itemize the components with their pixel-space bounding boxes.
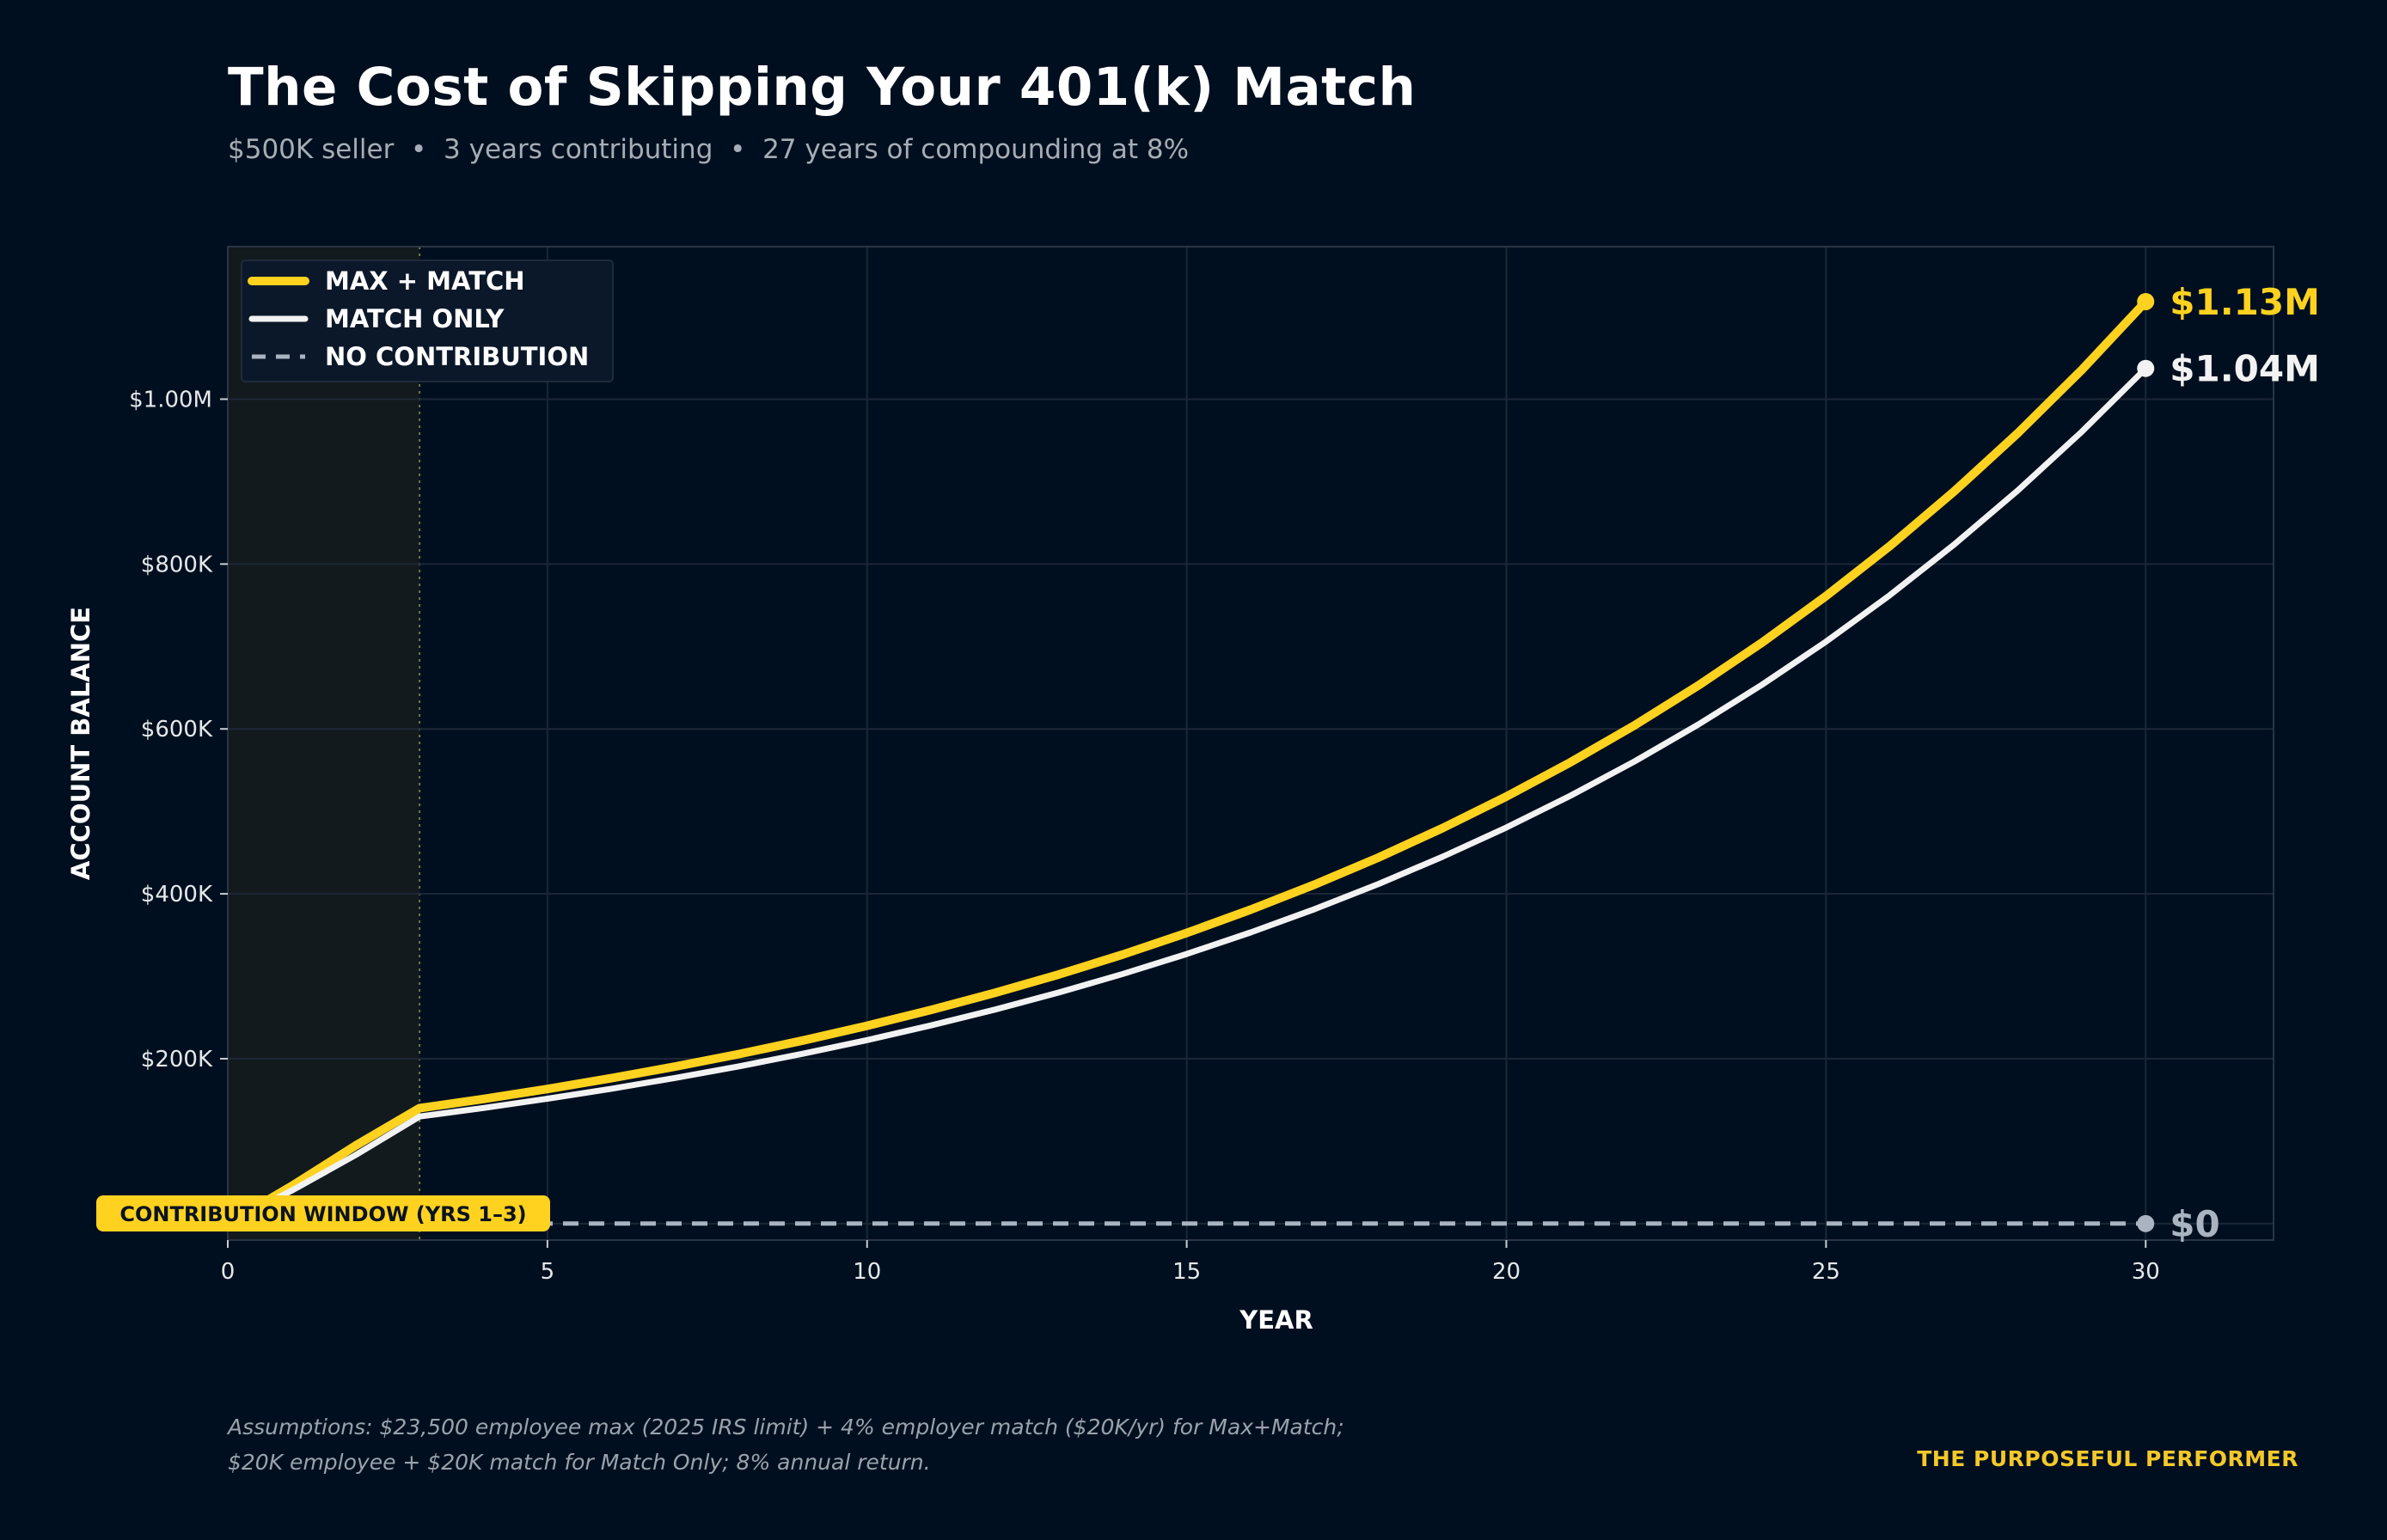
x-tick-label: 5 [541, 1259, 555, 1285]
y-tick-label: $1.00M [129, 387, 212, 412]
series-end-point [2137, 359, 2155, 377]
x-tick-label: 25 [1812, 1259, 1840, 1285]
assumptions-note: Assumptions: $23,500 employee max (2025 … [228, 1409, 1344, 1480]
x-tick-label: 20 [1492, 1259, 1521, 1285]
x-tick-label: 10 [853, 1259, 881, 1285]
chart-subtitle: $500K seller • 3 years contributing • 27… [228, 134, 1190, 165]
x-tick-label: 15 [1172, 1259, 1201, 1285]
plot-frame [227, 246, 2274, 1241]
y-tick-label: $200K [141, 1047, 213, 1072]
series-end-point [2137, 292, 2155, 310]
series-end-label: $1.04M [2170, 348, 2320, 390]
series-end-label: $1.13M [2170, 281, 2320, 323]
y-tick-label: $600K [141, 717, 213, 742]
assumptions-line-2: $20K employee + $20K match for Match Onl… [228, 1450, 931, 1475]
legend-label: NO CONTRIBUTION [325, 342, 589, 371]
assumptions-line-1: Assumptions: $23,500 employee max (2025 … [228, 1415, 1344, 1439]
legend-label: MAX + MATCH [325, 266, 525, 296]
contribution-window-badge [96, 1195, 550, 1231]
y-axis-label: ACCOUNT BALANCE [66, 607, 95, 880]
series-line-match-only [224, 365, 2149, 1227]
series-end-point [2137, 1214, 2155, 1232]
y-tick-label: $400K [141, 882, 213, 908]
y-tick-label: $800K [141, 552, 213, 578]
contribution-window-shade [228, 247, 420, 1240]
x-tick-label: 30 [2132, 1259, 2160, 1285]
series-line-max-match [223, 297, 2151, 1228]
legend-label: MATCH ONLY [325, 304, 505, 333]
brand-label: THE PURPOSEFUL PERFORMER [1917, 1446, 2298, 1471]
legend-box [241, 260, 614, 382]
series-end-label: $0 [2170, 1203, 2219, 1245]
contribution-window-label: CONTRIBUTION WINDOW (YRS 1–3) [119, 1202, 526, 1226]
chart-title: The Cost of Skipping Your 401(k) Match [228, 57, 1417, 118]
x-axis-label: YEAR [1239, 1305, 1313, 1335]
x-tick-label: 0 [221, 1259, 236, 1285]
